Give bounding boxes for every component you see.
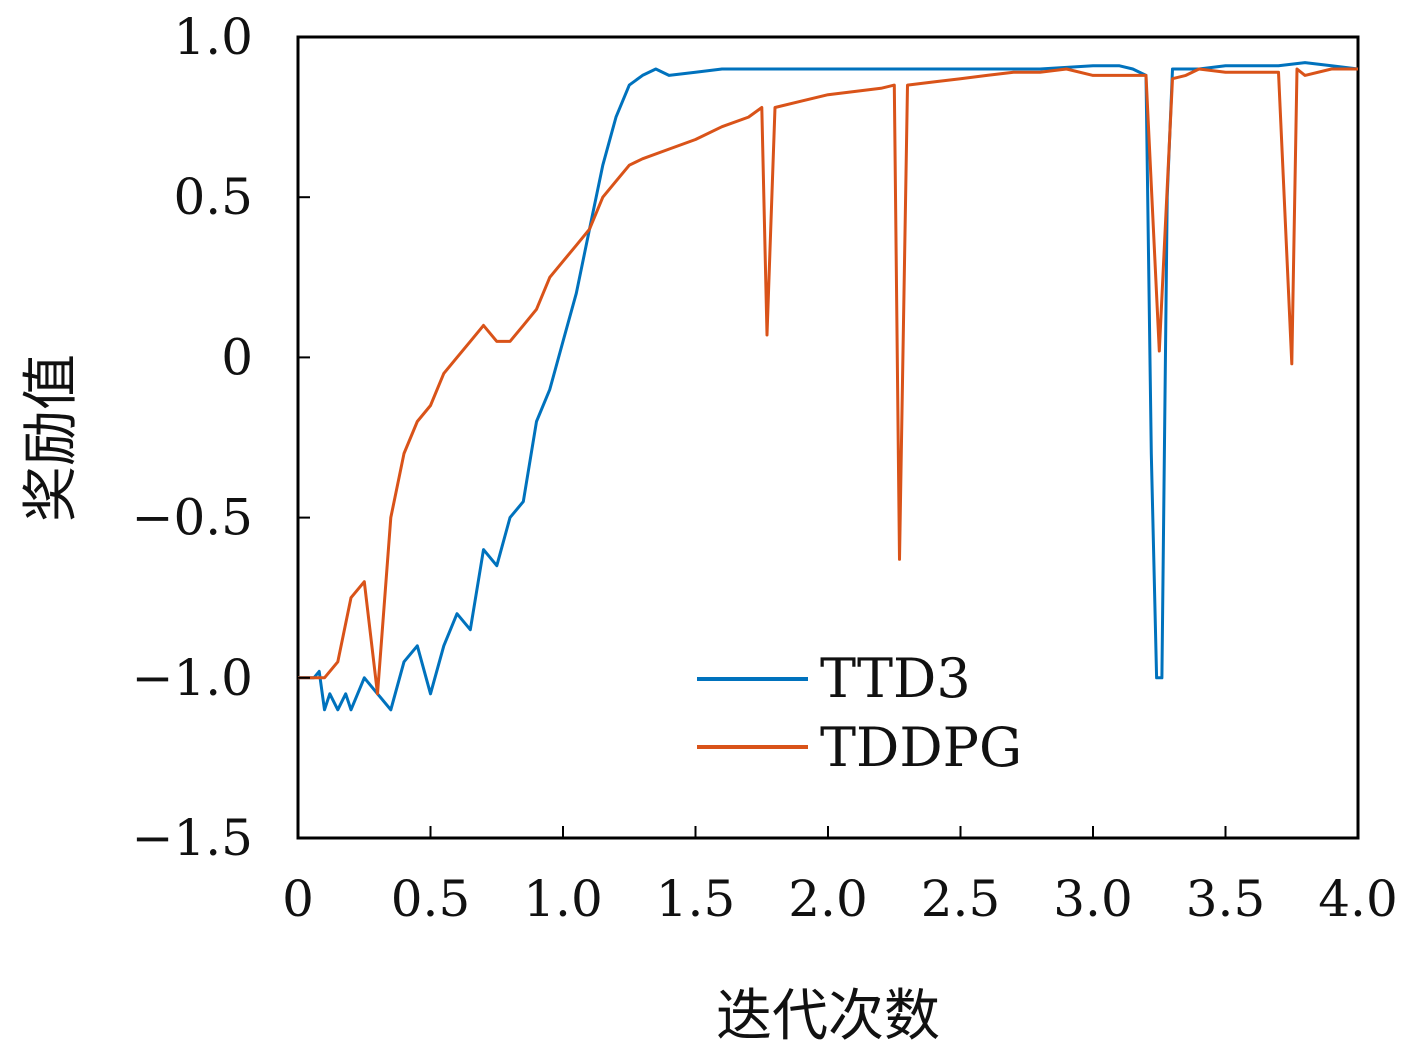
legend-label-ttd3: TTD3: [820, 647, 971, 710]
y-tick-label: −1.0: [132, 649, 253, 707]
y-axis-title: 奖励值: [19, 354, 84, 522]
x-tick-label: 1.5: [656, 870, 736, 928]
x-tick-label: 2.0: [788, 870, 868, 928]
y-axis: −1.5 −1.0 −0.5 0 0.5 1.0: [132, 8, 310, 867]
y-tick-label: 0: [221, 328, 253, 386]
x-tick-label: 3.5: [1186, 870, 1266, 928]
x-tick-label: 0.5: [391, 870, 471, 928]
x-tick-label: 2.5: [921, 870, 1001, 928]
series-line-ttd3: [298, 61, 1359, 712]
series-layer: [298, 61, 1359, 712]
y-tick-label: −0.5: [132, 489, 253, 547]
x-axis-title: 迭代次数: [716, 984, 940, 1049]
y-tick-label: −1.5: [132, 809, 253, 867]
x-tick-label: 0: [282, 870, 314, 928]
series-line-tddpg: [298, 67, 1358, 696]
x-tick-label: 1.0: [523, 870, 603, 928]
y-tick-label: 1.0: [173, 8, 253, 66]
x-axis: 0 0.5 1.0 1.5 2.0 2.5 3.0 3.5 4.0: [282, 826, 1398, 928]
y-tick-label: 0.5: [173, 168, 253, 226]
x-tick-label: 4.0: [1318, 870, 1398, 928]
legend: TTD3 TDDPG: [697, 647, 1022, 779]
legend-label-tddpg: TDDPG: [820, 716, 1022, 779]
x-tick-label: 3.0: [1053, 870, 1133, 928]
